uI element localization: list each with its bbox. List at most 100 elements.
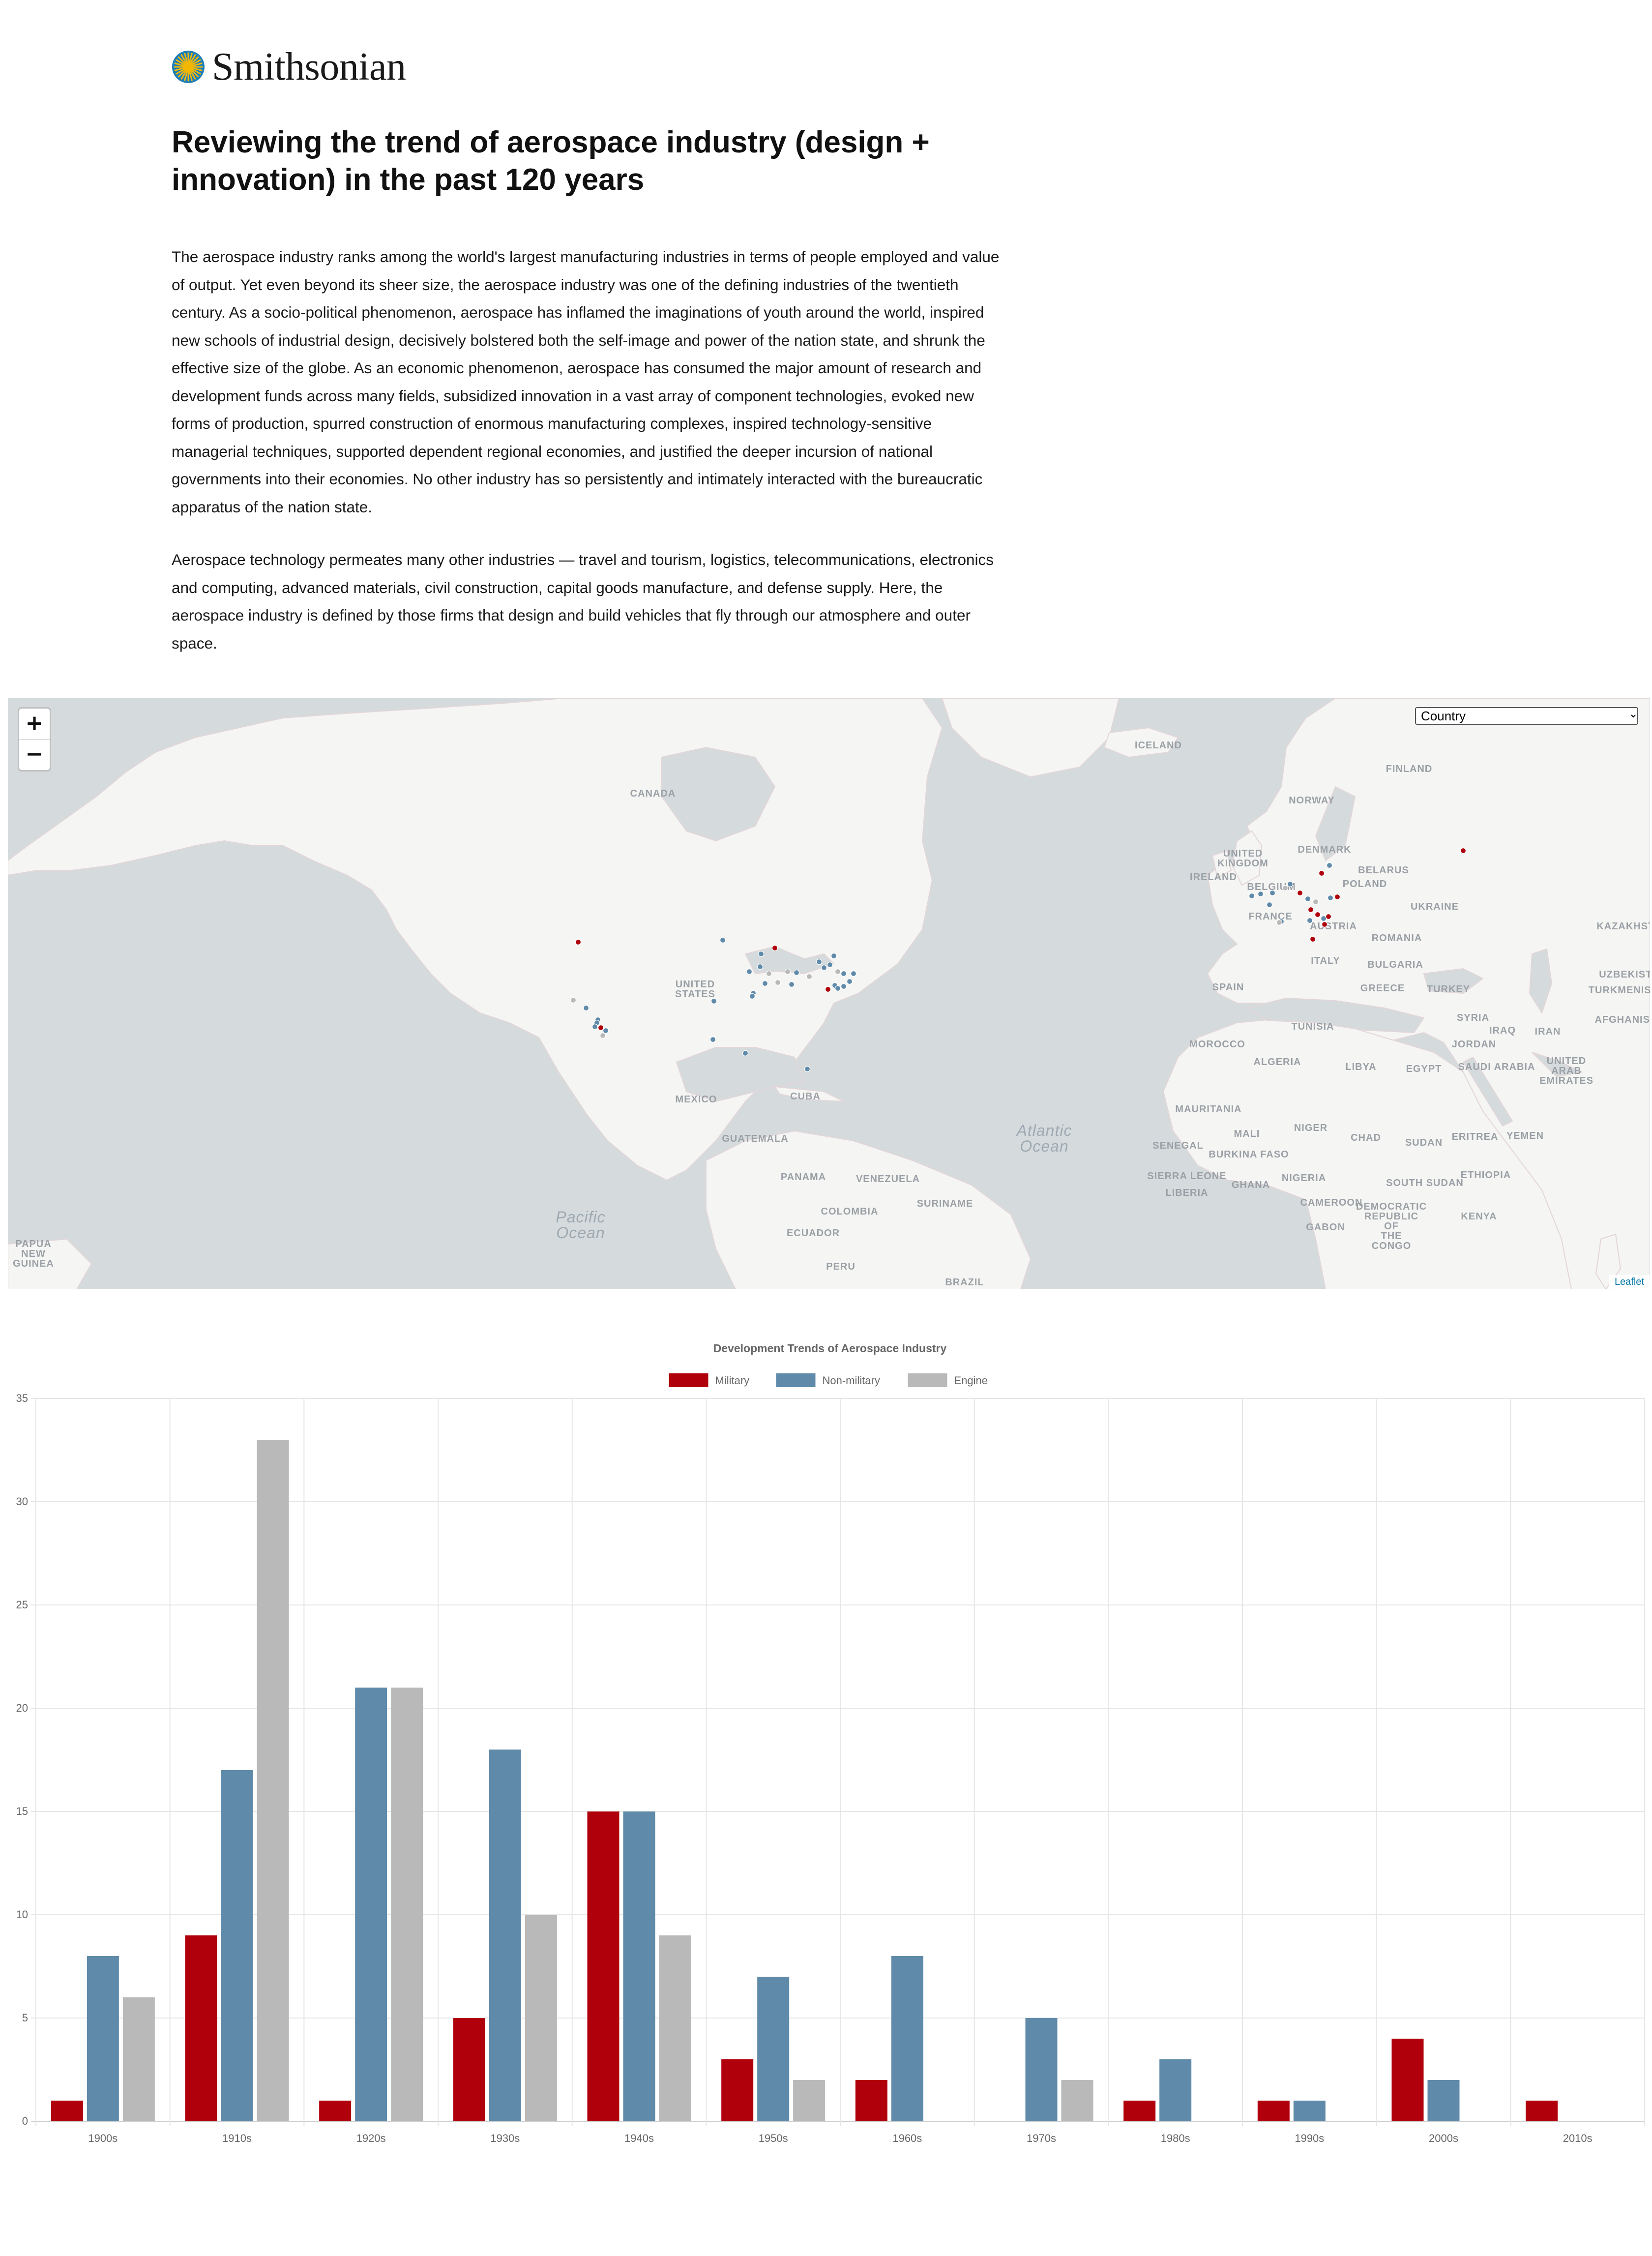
map-marker[interactable] [758,950,765,957]
map-marker[interactable] [1326,862,1333,869]
bar-non-military-1990s[interactable] [1293,2101,1326,2121]
map-marker[interactable] [1297,890,1303,896]
map-marker[interactable] [757,963,764,970]
map-marker[interactable] [766,970,772,977]
map-marker[interactable] [1266,901,1273,908]
map-marker[interactable] [825,986,831,993]
legend-label[interactable]: Non-military [823,1374,880,1387]
map-marker[interactable] [742,1050,749,1057]
map-marker[interactable] [816,958,823,965]
map-marker[interactable] [1282,885,1289,891]
map-marker[interactable] [710,998,717,1005]
map-marker[interactable] [746,968,753,975]
sun-logo-icon[interactable] [172,50,205,84]
map-marker[interactable] [1321,921,1328,928]
bar-engine-1940s[interactable] [659,1935,691,2121]
map-marker[interactable] [1304,895,1311,902]
map-marker[interactable] [1248,892,1255,899]
map-marker[interactable] [793,969,800,976]
bar-engine-1950s[interactable] [793,2080,826,2121]
world-map[interactable]: ICELAND FINLAND CANADA NORWAY UNITED KINGDOM D… [8,698,1650,1289]
map-marker[interactable] [1325,913,1332,920]
map-marker[interactable] [599,1032,606,1039]
bar-engine-1930s[interactable] [525,1915,557,2121]
leaflet-attribution-link[interactable]: Leaflet [1608,1275,1650,1289]
map-marker[interactable] [830,952,837,959]
bar-military-1900s[interactable] [51,2101,83,2121]
map-marker[interactable] [850,970,857,977]
map-marker[interactable] [583,1005,590,1011]
bar-military-1950s[interactable] [721,2059,754,2121]
map-marker[interactable] [821,964,827,971]
map-marker[interactable] [570,997,577,1004]
bar-non-military-1980s[interactable] [1159,2059,1192,2121]
bar-non-military-1970s[interactable] [1025,2018,1058,2121]
map-marker[interactable] [788,981,795,988]
bar-military-1910s[interactable] [185,1935,217,2121]
bar-engine-1920s[interactable] [391,1688,423,2121]
map-marker[interactable] [1257,891,1264,897]
map-marker[interactable] [1307,906,1314,913]
map-marker[interactable] [1269,890,1276,896]
map-marker[interactable] [806,973,813,980]
brand-name[interactable]: Smithsonian [212,45,406,89]
map-marker[interactable] [1276,919,1283,926]
bar-military-1990s[interactable] [1257,2101,1290,2121]
bar-non-military-1920s[interactable] [355,1688,387,2121]
map-marker[interactable] [749,993,756,1000]
legend-label[interactable]: Engine [954,1374,988,1387]
bar-military-2000s[interactable] [1391,2039,1424,2121]
map-marker[interactable] [1460,847,1467,854]
map-marker[interactable] [840,983,847,990]
map-marker[interactable] [1306,917,1313,924]
bar-military-1980s[interactable] [1123,2101,1156,2121]
map-marker[interactable] [840,970,847,977]
map-marker[interactable] [1312,898,1319,905]
zoom-in-button[interactable]: + [19,709,50,740]
map-marker[interactable] [1287,881,1294,888]
map-marker[interactable] [602,1027,609,1034]
bar-non-military-1900s[interactable] [87,1956,119,2121]
map-marker[interactable] [826,961,833,968]
map-marker[interactable] [575,939,582,946]
map-marker[interactable] [1318,870,1325,877]
map-marker[interactable] [1320,915,1327,922]
map-canvas[interactable]: ICELAND FINLAND CANADA NORWAY UNITED KINGDOM D… [8,698,1650,1289]
map-marker[interactable] [771,945,778,951]
bar-non-military-2000s[interactable] [1427,2080,1460,2121]
map-marker[interactable] [709,1036,716,1043]
bar-non-military-1960s[interactable] [891,1956,923,2121]
map-marker[interactable] [834,968,841,975]
bar-engine-1900s[interactable] [122,1997,155,2121]
bar-non-military-1910s[interactable] [221,1770,253,2121]
map-marker[interactable] [1309,936,1316,943]
bar-military-1960s[interactable] [855,2080,887,2121]
map-marker[interactable] [804,1066,811,1072]
bar-non-military-1930s[interactable] [489,1750,521,2121]
bar-non-military-1940s[interactable] [623,1811,655,2121]
legend-swatch-engine[interactable] [908,1373,947,1387]
map-marker[interactable] [597,1024,604,1031]
map-marker[interactable] [1334,893,1341,900]
legend-label[interactable]: Military [715,1374,750,1387]
legend-swatch-non-military[interactable] [776,1373,816,1387]
bar-military-1920s[interactable] [319,2101,352,2121]
map-marker[interactable] [834,985,841,992]
map-marker[interactable] [774,979,781,986]
bar-military-1930s[interactable] [453,2018,485,2121]
bar-non-military-1950s[interactable] [757,1977,790,2121]
bar-engine-1910s[interactable] [257,1440,289,2121]
map-marker[interactable] [846,978,853,985]
country-filter-select[interactable]: Country [1415,707,1638,725]
zoom-out-button[interactable]: − [25,742,44,767]
map-marker[interactable] [1327,894,1334,901]
map-marker[interactable] [719,937,726,944]
map-marker[interactable] [762,980,768,987]
legend-swatch-military[interactable] [669,1373,708,1387]
bar-military-1940s[interactable] [587,1811,620,2121]
map-marker[interactable] [1314,911,1321,918]
bar-engine-1970s[interactable] [1061,2080,1093,2121]
map-marker[interactable] [784,968,791,975]
map-marker[interactable] [591,1023,598,1030]
bar-military-2010s[interactable] [1526,2101,1558,2121]
